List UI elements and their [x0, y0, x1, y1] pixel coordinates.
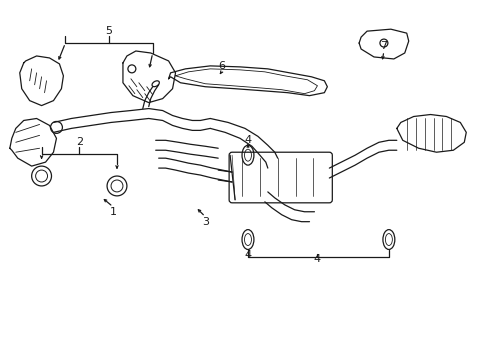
Text: 1: 1 [109, 207, 116, 217]
Text: 4: 4 [244, 251, 251, 260]
Text: 4: 4 [244, 135, 251, 145]
Text: 2: 2 [76, 137, 82, 147]
Text: 4: 4 [313, 255, 320, 264]
Text: 3: 3 [202, 217, 208, 227]
Text: 7: 7 [380, 41, 386, 51]
Text: 6: 6 [218, 61, 225, 71]
Text: 5: 5 [105, 26, 112, 36]
